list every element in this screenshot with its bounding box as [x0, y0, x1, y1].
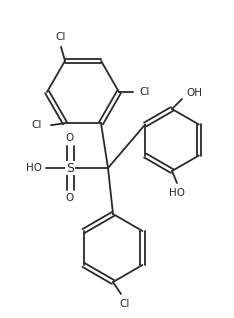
Text: Cl: Cl [140, 87, 150, 97]
Text: HO: HO [26, 163, 42, 173]
Text: HO: HO [169, 188, 185, 198]
Text: Cl: Cl [32, 120, 42, 130]
Text: Cl: Cl [56, 32, 66, 42]
Text: S: S [66, 162, 74, 175]
Text: O: O [66, 133, 74, 143]
Text: OH: OH [186, 88, 202, 98]
Text: Cl: Cl [120, 299, 130, 309]
Text: O: O [66, 193, 74, 203]
